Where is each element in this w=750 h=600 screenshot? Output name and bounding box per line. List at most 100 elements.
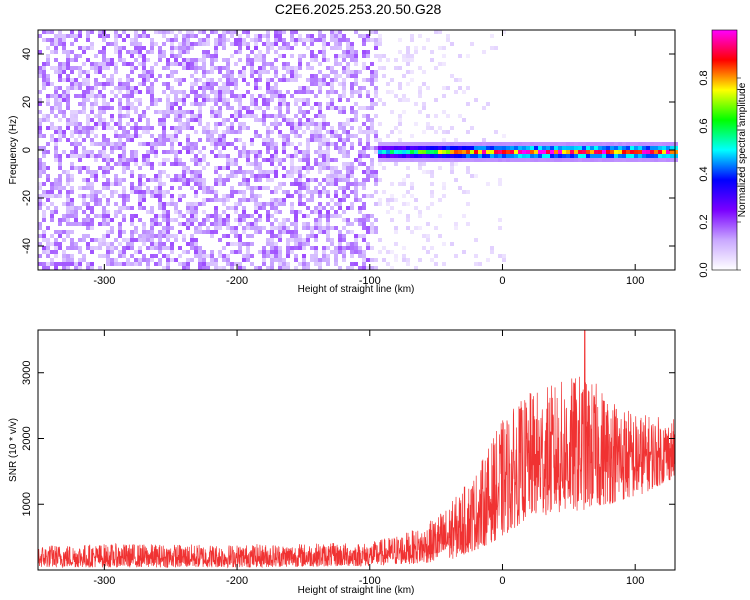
spectrogram-cell bbox=[382, 166, 386, 170]
colorbar-tick-label: 0.8 bbox=[698, 70, 710, 85]
spectrogram-cell bbox=[46, 142, 50, 146]
spectrogram-cell bbox=[378, 250, 382, 254]
spectrogram-cell bbox=[646, 142, 650, 146]
spectrogram-cell bbox=[314, 114, 318, 118]
spectrogram-cell bbox=[470, 154, 474, 158]
spectrogram-cell bbox=[210, 142, 214, 146]
spectrogram-cell bbox=[150, 134, 154, 138]
spectrogram-cell bbox=[42, 234, 46, 238]
spectrogram-cell bbox=[374, 54, 378, 58]
spectrogram-cell bbox=[186, 150, 190, 154]
spectrogram-cell bbox=[66, 66, 70, 70]
spectrogram-cell bbox=[366, 170, 370, 174]
spectrogram-cell bbox=[130, 186, 134, 190]
spectrogram-cell bbox=[162, 42, 166, 46]
spectrogram-cell bbox=[38, 166, 42, 170]
spectrogram-cell bbox=[98, 94, 102, 98]
spectrogram-cell bbox=[426, 206, 430, 210]
spectrogram-cell bbox=[194, 230, 198, 234]
spectrogram-cell bbox=[218, 238, 222, 242]
spectrogram-cell bbox=[182, 234, 186, 238]
spectrogram-cell bbox=[398, 50, 402, 54]
spectrogram-cell bbox=[318, 154, 322, 158]
spectrogram-y-tick-label: 20 bbox=[21, 96, 33, 108]
spectrogram-cell bbox=[38, 174, 42, 178]
spectrogram-cell bbox=[350, 42, 354, 46]
spectrogram-cell bbox=[326, 218, 330, 222]
spectrogram-cell bbox=[582, 158, 586, 162]
spectrogram-cell bbox=[434, 226, 438, 230]
spectrogram-cell bbox=[102, 234, 106, 238]
spectrogram-cell bbox=[82, 258, 86, 262]
spectrogram-cell bbox=[186, 266, 190, 270]
spectrogram-cell bbox=[502, 30, 506, 34]
spectrogram-cell bbox=[170, 46, 174, 50]
spectrogram-cell bbox=[182, 238, 186, 242]
spectrogram-cell bbox=[114, 130, 118, 134]
spectrogram-cell bbox=[190, 42, 194, 46]
spectrogram-cell bbox=[86, 34, 90, 38]
spectrogram-cell bbox=[146, 122, 150, 126]
spectrogram-cell bbox=[62, 94, 66, 98]
spectrogram-cell bbox=[214, 110, 218, 114]
spectrogram-cell bbox=[234, 94, 238, 98]
spectrogram-cell bbox=[394, 154, 398, 158]
spectrogram-cell bbox=[378, 58, 382, 62]
spectrogram-cell bbox=[66, 50, 70, 54]
spectrogram-cell bbox=[66, 210, 70, 214]
spectrogram-cell bbox=[74, 122, 78, 126]
spectrogram-cell bbox=[254, 150, 258, 154]
spectrogram-cell bbox=[326, 102, 330, 106]
spectrogram-cell bbox=[338, 230, 342, 234]
spectrogram-cell bbox=[222, 94, 226, 98]
spectrogram-cell bbox=[94, 98, 98, 102]
spectrogram-cell bbox=[106, 178, 110, 182]
spectrogram-cell bbox=[190, 258, 194, 262]
spectrogram-cell bbox=[394, 226, 398, 230]
spectrogram-cell bbox=[194, 190, 198, 194]
spectrogram-cell bbox=[334, 142, 338, 146]
spectrogram-cell bbox=[114, 86, 118, 90]
spectrogram-cell bbox=[126, 242, 130, 246]
spectrogram-cell bbox=[322, 186, 326, 190]
spectrogram-cell bbox=[334, 246, 338, 250]
spectrogram-cell bbox=[114, 182, 118, 186]
spectrogram-cell bbox=[166, 238, 170, 242]
spectrogram-cell bbox=[106, 230, 110, 234]
spectrogram-cell bbox=[398, 82, 402, 86]
spectrogram-cell bbox=[314, 54, 318, 58]
spectrogram-cell bbox=[214, 166, 218, 170]
spectrogram-x-label: Height of straight line (km) bbox=[298, 284, 415, 295]
spectrogram-cell bbox=[226, 62, 230, 66]
spectrogram-cell bbox=[142, 70, 146, 74]
spectrogram-cell bbox=[374, 86, 378, 90]
spectrogram-cell bbox=[450, 150, 454, 154]
spectrogram-cell bbox=[54, 150, 58, 154]
spectrogram-cell bbox=[242, 30, 246, 34]
spectrogram-cell bbox=[422, 150, 426, 154]
spectrogram-cell bbox=[282, 226, 286, 230]
spectrogram-cell bbox=[322, 34, 326, 38]
spectrogram-cell bbox=[450, 74, 454, 78]
spectrogram-cell bbox=[262, 34, 266, 38]
spectrogram-cell bbox=[246, 110, 250, 114]
spectrogram-cell bbox=[342, 178, 346, 182]
spectrogram-cell bbox=[126, 206, 130, 210]
spectrogram-cell bbox=[194, 102, 198, 106]
spectrogram-cell bbox=[70, 242, 74, 246]
spectrogram-cell bbox=[650, 158, 654, 162]
spectrogram-cell bbox=[170, 198, 174, 202]
spectrogram-cell bbox=[334, 70, 338, 74]
spectrogram-cell bbox=[602, 158, 606, 162]
spectrogram-cell bbox=[266, 250, 270, 254]
spectrogram-cell bbox=[350, 190, 354, 194]
spectrogram-cell bbox=[210, 258, 214, 262]
spectrogram-cell bbox=[118, 254, 122, 258]
spectrogram-cell bbox=[242, 66, 246, 70]
spectrogram-cell bbox=[338, 34, 342, 38]
spectrogram-cell bbox=[326, 234, 330, 238]
spectrogram-cell bbox=[166, 214, 170, 218]
spectrogram-cell bbox=[90, 190, 94, 194]
spectrogram-cell bbox=[174, 98, 178, 102]
spectrogram-cell bbox=[350, 162, 354, 166]
